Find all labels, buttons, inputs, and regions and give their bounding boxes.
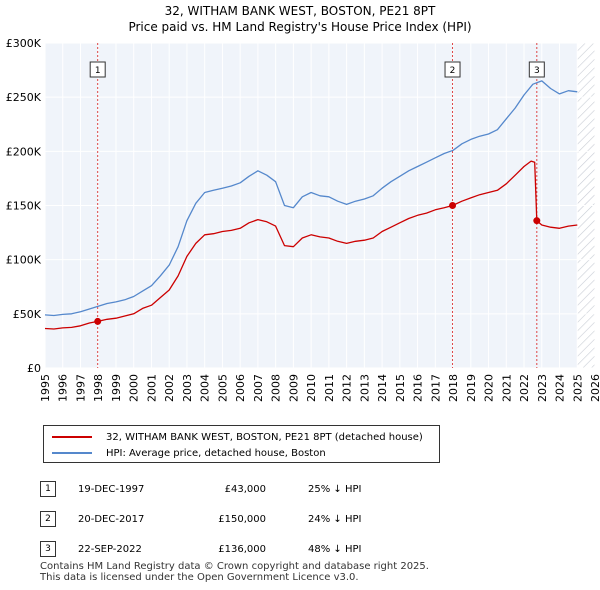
legend-label-hpi: HPI: Average price, detached house, Bost… xyxy=(106,447,326,459)
x-tick-label: 1999 xyxy=(110,374,123,402)
y-tick-label: £0 xyxy=(27,362,41,375)
sale-number-badge: 3 xyxy=(40,541,56,557)
sale-price: £150,000 xyxy=(218,513,266,525)
table-row: 1 19-DEC-1997 £43,000 25% ↓ HPI xyxy=(40,474,361,504)
sale-marker-box xyxy=(528,61,545,78)
chart-title-address: 32, WITHAM BANK WEST, BOSTON, PE21 8PT xyxy=(164,4,436,18)
x-tick-label: 1997 xyxy=(74,374,87,402)
x-tick-label: 2018 xyxy=(447,374,460,402)
x-tick-label: 2008 xyxy=(270,374,283,402)
sale-date: 20-DEC-2017 xyxy=(78,513,145,525)
x-tick-label: 2001 xyxy=(145,374,158,402)
sale-point xyxy=(449,202,457,209)
x-tick-label: 2012 xyxy=(341,374,354,402)
x-tick-label: 2010 xyxy=(305,374,318,402)
sales-table: 1 19-DEC-1997 £43,000 25% ↓ HPI 2 20-DEC… xyxy=(40,474,361,564)
footer-attribution: Contains HM Land Registry data © Crown c… xyxy=(40,561,429,583)
sale-price: £43,000 xyxy=(224,483,266,495)
sale-price: £136,000 xyxy=(218,543,266,555)
x-tick-label: 2000 xyxy=(128,374,141,402)
sale-marker-label: 2 xyxy=(450,66,456,76)
chart-subtitle: Price paid vs. HM Land Registry's House … xyxy=(128,20,472,34)
x-tick-label: 2016 xyxy=(412,374,425,402)
x-tick-label: 2009 xyxy=(287,374,300,402)
chart-legend: 32, WITHAM BANK WEST, BOSTON, PE21 8PT (… xyxy=(43,425,440,463)
x-tick-label: 2022 xyxy=(518,374,531,402)
sale-hpi-diff: 25% ↓ HPI xyxy=(308,483,362,495)
x-tick-label: 2007 xyxy=(252,374,265,402)
y-tick-label: £150K xyxy=(6,200,42,213)
sale-marker-box xyxy=(444,61,461,78)
x-tick-label: 2024 xyxy=(554,374,567,402)
sale-hpi-diff: 48% ↓ HPI xyxy=(308,543,362,555)
sale-marker-label: 1 xyxy=(95,66,101,76)
sale-marker-box xyxy=(89,61,106,78)
sale-number-badge: 2 xyxy=(40,511,56,527)
legend-item-hpi: HPI: Average price, detached house, Bost… xyxy=(52,445,326,461)
legend-swatch-hpi xyxy=(52,452,92,454)
y-tick-label: £50K xyxy=(13,308,42,321)
legend-swatch-property xyxy=(52,436,92,438)
sale-hpi-diff: 24% ↓ HPI xyxy=(308,513,362,525)
table-row: 3 22-SEP-2022 £136,000 48% ↓ HPI xyxy=(40,534,361,564)
x-tick-label: 2023 xyxy=(536,374,549,402)
x-tick-label: 2002 xyxy=(163,374,176,402)
x-tick-label: 2013 xyxy=(358,374,371,402)
table-row: 2 20-DEC-2017 £150,000 24% ↓ HPI xyxy=(40,504,361,534)
x-tick-label: 1996 xyxy=(57,374,70,402)
series-line xyxy=(44,80,578,317)
legend-label-property: 32, WITHAM BANK WEST, BOSTON, PE21 8PT (… xyxy=(106,431,423,443)
sale-marker-label: 3 xyxy=(534,66,540,76)
y-tick-label: £200K xyxy=(6,145,42,158)
x-tick-label: 2025 xyxy=(571,374,584,402)
sale-point xyxy=(94,317,102,325)
x-tick-label: 2026 xyxy=(589,374,600,402)
x-tick-label: 2019 xyxy=(465,374,478,402)
x-tick-label: 2014 xyxy=(376,374,389,402)
x-tick-label: 2003 xyxy=(181,374,194,402)
sale-date: 19-DEC-1997 xyxy=(78,483,145,495)
x-tick-label: 2004 xyxy=(199,374,212,402)
x-tick-label: 2005 xyxy=(216,374,229,402)
sale-point xyxy=(533,217,541,225)
x-tick-label: 2006 xyxy=(234,374,247,402)
x-tick-label: 2015 xyxy=(394,374,407,402)
footer-copyright: Contains HM Land Registry data © Crown c… xyxy=(40,561,429,572)
x-tick-label: 2011 xyxy=(323,374,336,402)
x-tick-label: 2020 xyxy=(483,374,496,402)
sale-number-badge: 1 xyxy=(40,481,56,497)
x-tick-label: 2021 xyxy=(500,374,513,402)
series-line xyxy=(44,160,578,330)
y-tick-label: £250K xyxy=(6,91,42,104)
sale-date: 22-SEP-2022 xyxy=(78,543,142,555)
y-tick-label: £100K xyxy=(6,254,42,267)
x-tick-label: 1998 xyxy=(92,374,105,402)
legend-item-property: 32, WITHAM BANK WEST, BOSTON, PE21 8PT (… xyxy=(52,429,423,445)
footer-license: This data is licensed under the Open Gov… xyxy=(40,572,359,583)
price-chart: £0 £50K £100K £150K £200K £250K £300K 1995 1996 1… xyxy=(6,37,600,402)
x-tick-label: 1995 xyxy=(39,374,52,402)
x-tick-label: 2017 xyxy=(429,374,442,402)
y-tick-label: £300K xyxy=(6,37,42,50)
